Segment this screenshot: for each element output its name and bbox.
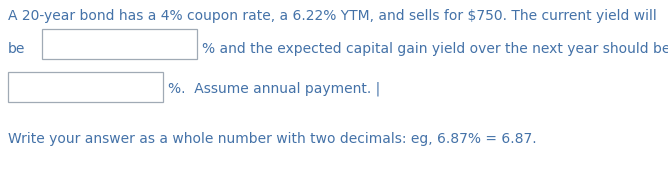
- FancyBboxPatch shape: [8, 72, 163, 102]
- Text: %.  Assume annual payment. |: %. Assume annual payment. |: [168, 82, 380, 96]
- Text: Write your answer as a whole number with two decimals: eg, 6.87% = 6.87.: Write your answer as a whole number with…: [8, 132, 536, 146]
- Text: A 20-year bond has a 4% coupon rate, a 6.22% YTM, and sells for $750. The curren: A 20-year bond has a 4% coupon rate, a 6…: [8, 9, 657, 23]
- Text: % and the expected capital gain yield over the next year should be: % and the expected capital gain yield ov…: [202, 42, 668, 56]
- Text: be: be: [8, 42, 25, 56]
- FancyBboxPatch shape: [42, 29, 197, 59]
